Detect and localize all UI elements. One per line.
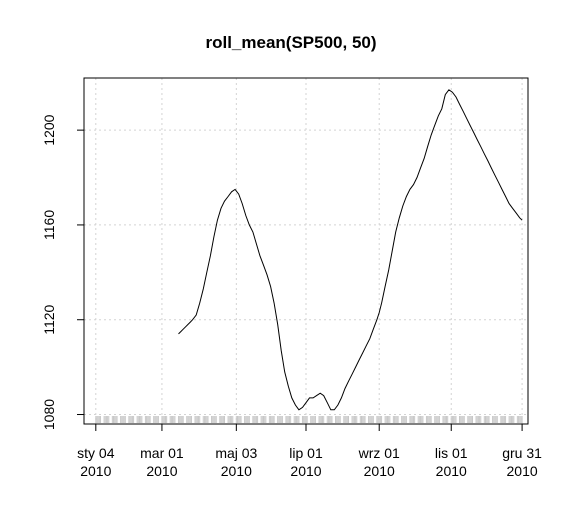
x-tick-label: gru 31 <box>502 445 542 461</box>
x-tick-year: 2010 <box>80 463 111 479</box>
x-tick-year: 2010 <box>364 463 395 479</box>
y-tick-label: 1160 <box>41 210 57 240</box>
plot-frame <box>83 77 529 425</box>
x-tick-year: 2010 <box>221 463 252 479</box>
x-tick-year: 2010 <box>146 463 177 479</box>
x-tick-year: 2010 <box>507 463 538 479</box>
chart-title: roll_mean(SP500, 50) <box>205 33 376 52</box>
series-line-0 <box>178 89 523 411</box>
axes: 1080 1120 1160 1200 sty 04 2010 mar 01 2010 maj … <box>41 114 542 479</box>
y-tick-label: 1080 <box>41 399 57 430</box>
y-tick-label: 1120 <box>41 304 57 334</box>
x-tick-year: 2010 <box>436 463 467 479</box>
x-tick-label: maj 03 <box>215 445 257 461</box>
date-rug <box>95 416 523 423</box>
grid <box>84 78 528 424</box>
y-tick-label: 1200 <box>41 114 57 145</box>
x-tick-label: lis 01 <box>435 445 468 461</box>
x-tick-label: wrz 01 <box>358 445 400 461</box>
x-tick-label: mar 01 <box>140 445 184 461</box>
series-layer <box>178 89 523 411</box>
x-tick-label: lip 01 <box>289 445 323 461</box>
x-tick-year: 2010 <box>290 463 321 479</box>
x-tick-label: sty 04 <box>77 445 115 461</box>
